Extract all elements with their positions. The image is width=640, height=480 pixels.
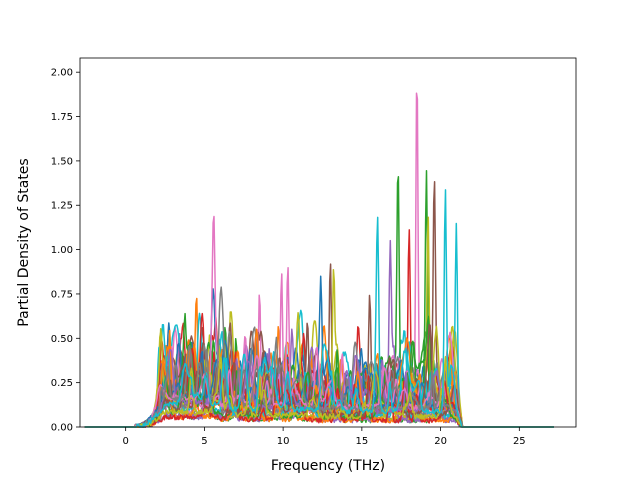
y-tick-label: 1.50 xyxy=(51,156,73,167)
x-tick-label: 10 xyxy=(277,436,290,447)
x-tick-label: 25 xyxy=(513,436,526,447)
y-axis-ticks: 0.00 0.25 0.50 0.75 1.00 1.25 1.50 1.75 2.00 xyxy=(51,68,80,434)
y-tick-label: 1.00 xyxy=(51,245,73,256)
y-tick-label: 0.50 xyxy=(51,334,73,345)
y-tick-label: 1.25 xyxy=(51,201,73,212)
y-tick-label: 2.00 xyxy=(51,68,73,79)
y-tick-label: 0.75 xyxy=(51,289,73,300)
x-tick-label: 0 xyxy=(122,436,128,447)
y-tick-label: 1.75 xyxy=(51,112,73,123)
x-axis-ticks: 0 5 10 15 20 25 xyxy=(122,427,526,447)
x-tick-label: 20 xyxy=(434,436,447,447)
y-tick-label: 0.00 xyxy=(51,423,73,434)
y-axis-label: Partial Density of States xyxy=(16,158,32,326)
x-axis-label: Frequency (THz) xyxy=(271,458,385,474)
x-tick-label: 5 xyxy=(201,436,207,447)
y-tick-label: 0.25 xyxy=(51,378,73,389)
plot-border xyxy=(79,57,577,428)
axes-frame xyxy=(79,57,577,428)
x-tick-label: 15 xyxy=(355,436,368,447)
